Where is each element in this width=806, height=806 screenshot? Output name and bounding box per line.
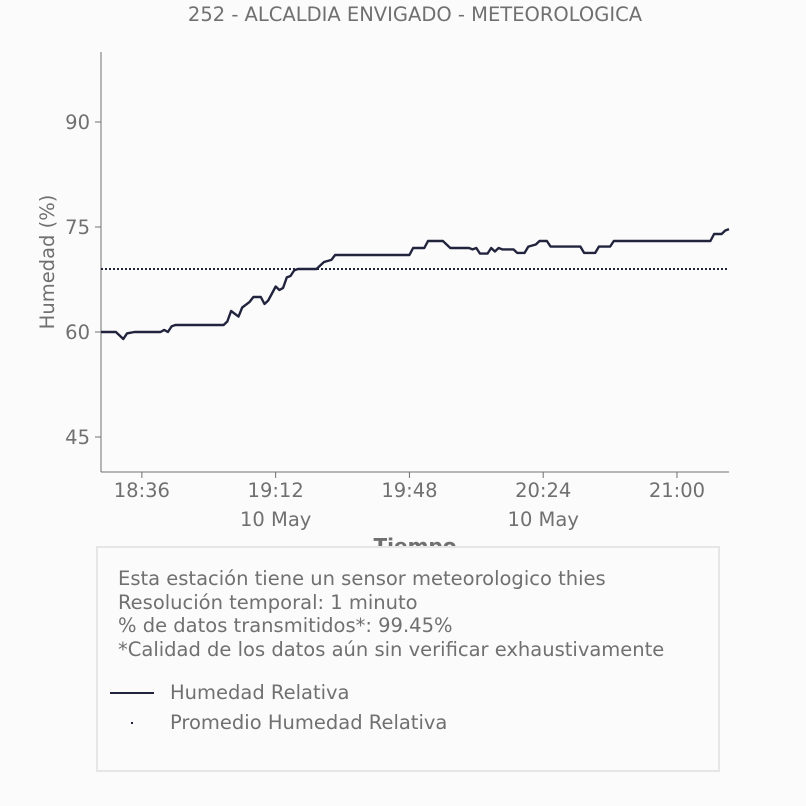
x-tick-date-label: 10 May: [508, 508, 579, 531]
legend-label: Humedad Relativa: [170, 681, 350, 704]
x-tick-date-label: 10 May: [240, 508, 311, 531]
chart-title: 252 - ALCALDIA ENVIGADO - METEOROLOGICA: [188, 3, 643, 26]
legend-label: Promedio Humedad Relativa: [170, 711, 448, 734]
y-tick-label: 90: [65, 111, 90, 134]
y-axis-label: Humedad (%): [36, 195, 59, 330]
y-axis-ticks: 45 60 75 90: [65, 111, 101, 449]
y-tick-label: 75: [65, 216, 90, 239]
x-tick-label: 19:48: [381, 479, 437, 502]
humidity-series-line: [101, 227, 730, 341]
x-tick-label: 19:12: [248, 479, 304, 502]
info-box: Esta estación tiene un sensor meteorolog…: [96, 546, 720, 772]
info-line-resolution: Resolución temporal: 1 minuto: [118, 590, 418, 614]
x-tick-label: 20:24: [515, 479, 571, 502]
y-tick-label: 45: [65, 426, 90, 449]
y-tick-label: 60: [65, 321, 90, 344]
x-tick-label: 18:36: [114, 479, 170, 502]
x-tick-label: 21:00: [649, 479, 705, 502]
info-line-transmitted: % de datos transmitidos*: 99.45%: [118, 614, 453, 637]
x-axis-ticks: 18:36 19:12 10 May 19:48 20:24 10 May 21:00: [114, 472, 705, 531]
info-line-sensor: Esta estación tiene un sensor meteorolog…: [118, 567, 606, 590]
station-info: Esta estación tiene un sensor meteorolog…: [118, 567, 664, 661]
legend-dot-swatch: [131, 722, 133, 724]
info-line-quality-note: *Calidad de los datos aún sin verificar …: [118, 637, 665, 661]
legend-line-swatch: [110, 692, 154, 694]
